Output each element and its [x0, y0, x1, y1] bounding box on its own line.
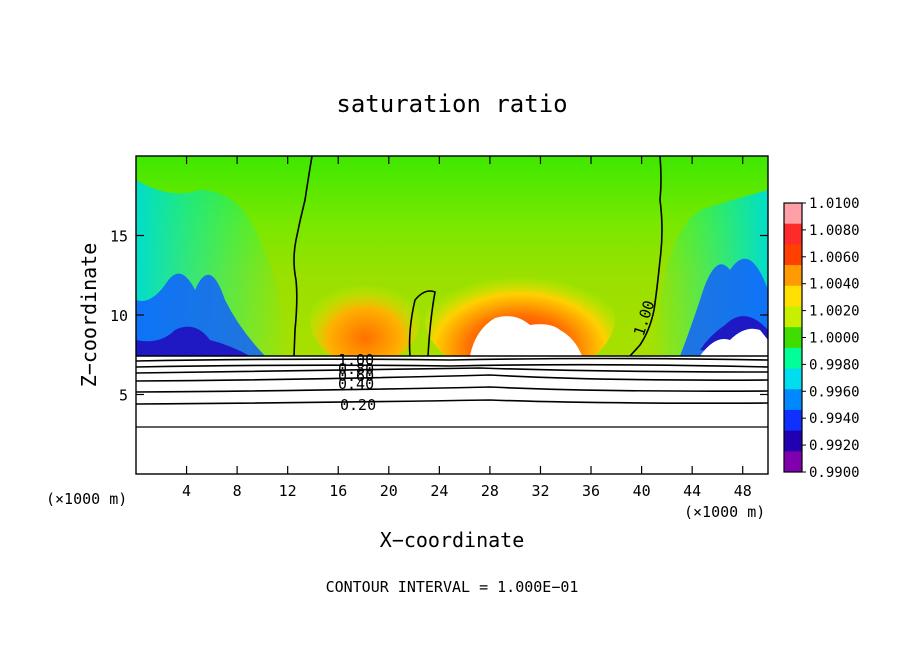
x-tick-label: 12 — [279, 482, 297, 500]
colorbar-swatch — [784, 409, 802, 432]
contour-0.30 — [136, 386, 768, 393]
x-tick-label: 44 — [683, 482, 701, 500]
x-tick-label: 36 — [582, 482, 600, 500]
x-tick-label: 40 — [633, 482, 651, 500]
x-tick-label: 4 — [182, 482, 191, 500]
colorbar-swatch — [784, 347, 802, 370]
colorbar-label: 1.0020 — [809, 304, 860, 320]
colorbar-label: 0.9940 — [809, 411, 860, 427]
field-left-darkblue — [136, 326, 250, 356]
x-tick-label: 28 — [481, 482, 499, 500]
colorbar-swatch — [784, 223, 802, 245]
colorbar-label: 1.0100 — [809, 196, 860, 212]
colorbar-swatch — [784, 306, 802, 328]
x-unit-left: (×1000 m) — [46, 490, 127, 508]
field-left-blue-core — [136, 273, 265, 356]
colorbar-swatch — [784, 368, 802, 390]
colorbar: 1.0100 1.0080 1.0060 1.0040 1.0020 1.0000 0.99… — [783, 196, 860, 481]
plot-area — [136, 156, 768, 474]
x-axis-label: X−coordinate — [380, 528, 525, 552]
colorbar-label: 0.9900 — [809, 465, 860, 481]
y-tick-label: 5 — [119, 387, 128, 405]
contour-label: 1.00 — [338, 351, 374, 369]
colorbar-label: 1.0000 — [809, 331, 860, 347]
colorbar-swatch — [784, 203, 802, 225]
x-axis: 4 8 12 16 20 24 28 32 36 40 44 48 — [182, 156, 752, 500]
y-axis: 5 10 15 — [110, 228, 768, 405]
field-cloud-right-white — [700, 328, 768, 356]
x-tick-label: 16 — [329, 482, 347, 500]
contour-0.50 — [136, 367, 768, 374]
colorbar-label: 1.0080 — [809, 223, 860, 239]
colorbar-swatch — [784, 244, 802, 266]
colorbar-label: 0.9980 — [809, 357, 860, 373]
contour-label: 0.60 — [338, 367, 374, 385]
contour-1.00-right — [629, 156, 663, 357]
field-cloud-white — [470, 316, 582, 356]
colorbar-label: 0.9960 — [809, 384, 860, 400]
colorbar-swatch — [784, 285, 802, 307]
colorbar-label: 0.9920 — [809, 438, 860, 454]
y-axis-label: Z−coordinate — [77, 243, 101, 388]
lower-layer — [136, 356, 768, 474]
x-tick-label: 24 — [430, 482, 448, 500]
y-tick-label: 15 — [110, 228, 128, 246]
x-tick-label: 32 — [531, 482, 549, 500]
x-tick-label: 20 — [380, 482, 398, 500]
contour-interval-note: CONTOUR INTERVAL = 1.000E−01 — [326, 578, 579, 596]
x-tick-label: 8 — [233, 482, 242, 500]
colorbar-swatch — [784, 265, 802, 287]
contour-1.00-inner — [408, 290, 436, 357]
colorbar-swatch — [784, 327, 802, 349]
y-tick-label: 10 — [110, 307, 128, 325]
contour-0.20 — [136, 399, 768, 405]
colorbar-label: 1.0040 — [809, 277, 860, 293]
contour-label: 0.80 — [338, 360, 374, 378]
contour-0.60 — [136, 363, 768, 368]
colorbar-swatch — [784, 389, 802, 411]
x-unit-right: (×1000 m) — [684, 503, 765, 521]
colorbar-swatch — [784, 430, 802, 452]
x-tick-label: 48 — [734, 482, 752, 500]
contour-label: 0.40 — [338, 375, 374, 393]
contour-labels: 1.00 1.00 0.80 0.60 0.40 0.20 — [338, 298, 658, 414]
chart-title: saturation ratio — [336, 90, 567, 118]
contour-0.40 — [136, 374, 768, 382]
field-hot-plume-left — [310, 275, 420, 365]
colorbar-label: 1.0060 — [809, 250, 860, 266]
contour-1.00-left — [293, 156, 313, 357]
colorbar-swatch — [784, 451, 802, 473]
contour-lines — [136, 156, 768, 428]
contour-label: 0.20 — [340, 396, 376, 414]
contour-0.80 — [136, 357, 768, 362]
